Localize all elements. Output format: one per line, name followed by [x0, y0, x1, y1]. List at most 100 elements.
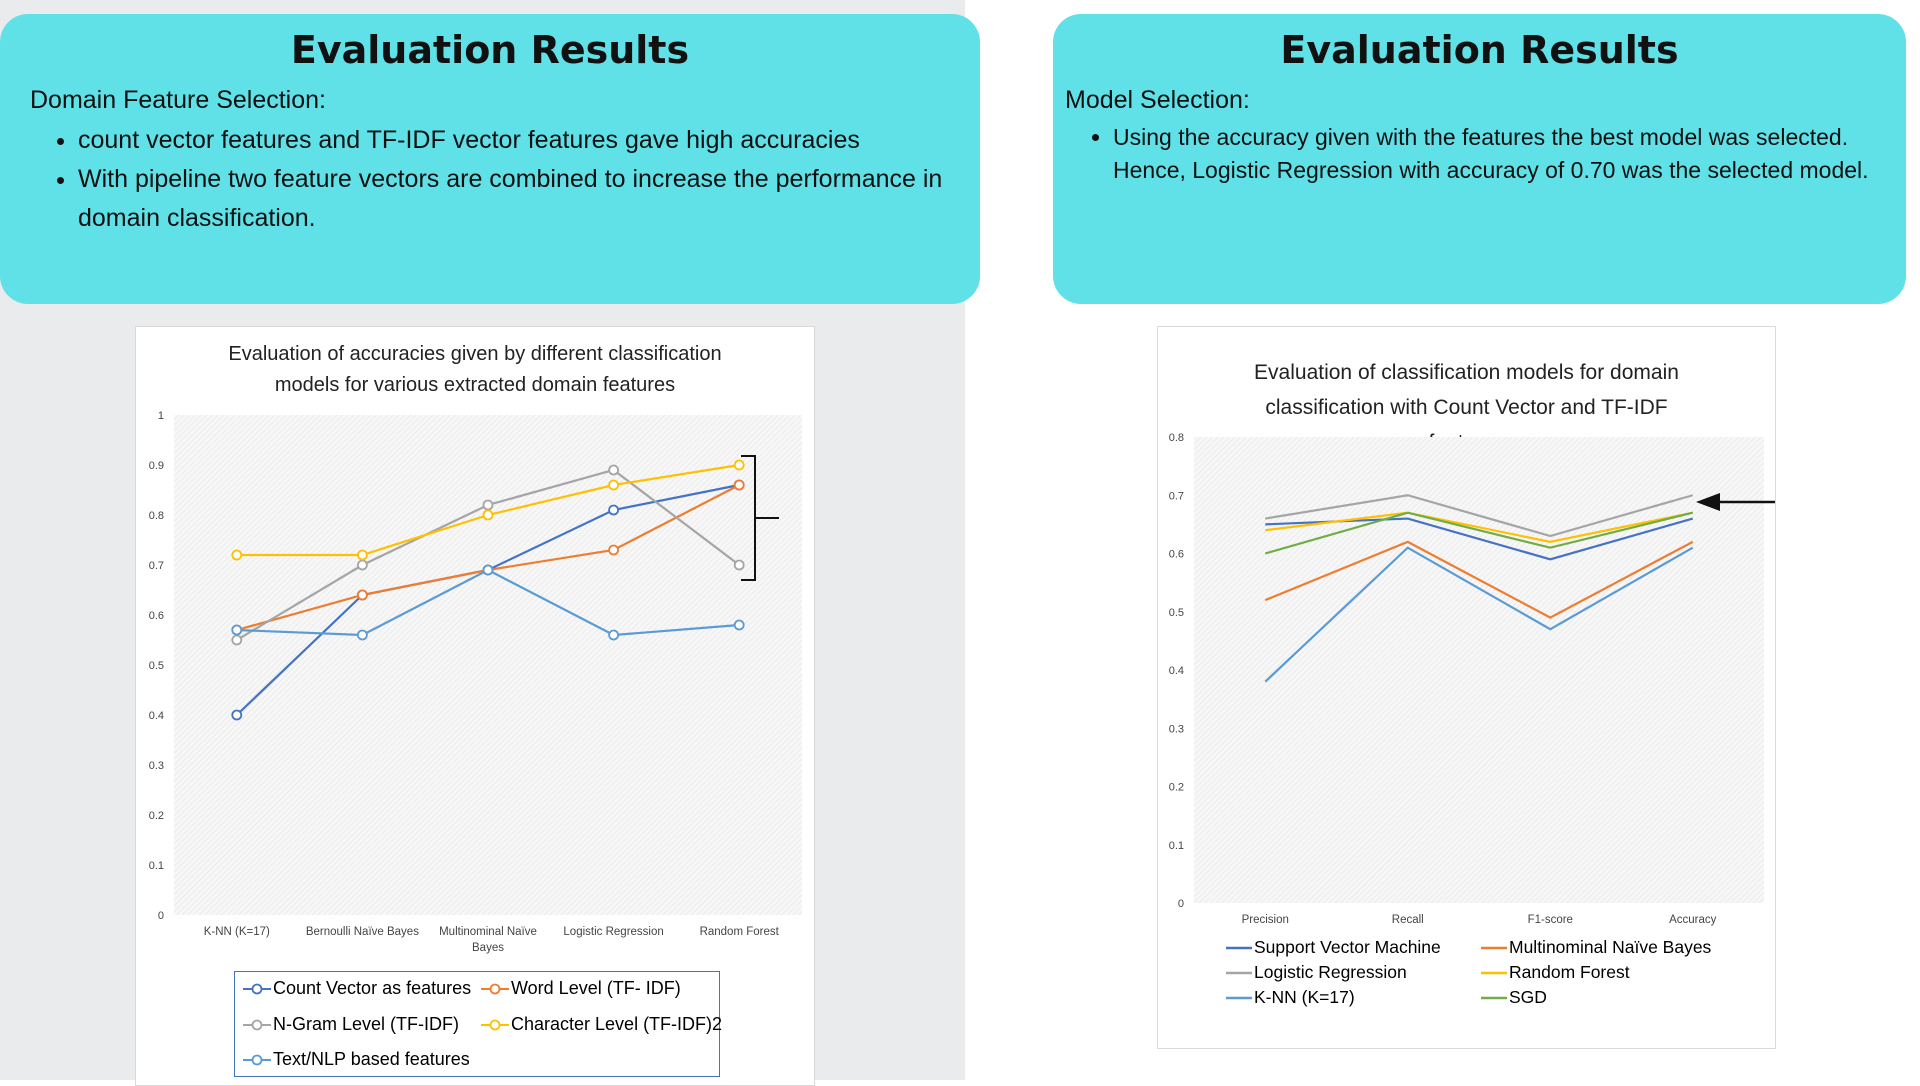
legend-marker — [243, 1019, 271, 1030]
left-card-subtitle: Domain Feature Selection: — [30, 86, 326, 114]
model-chart: Evaluation of classification models for … — [1157, 326, 1776, 1049]
accuracy-chart-point-count-vector-as-features — [608, 504, 620, 516]
right-card-title: Evaluation Results — [1280, 28, 1679, 72]
accuracy-chart-y-tick-label: 0.9 — [149, 460, 164, 472]
model-chart-x-tick-label: Precision — [1242, 914, 1289, 926]
accuracy-chart-y-tick-label: 0.8 — [149, 510, 164, 522]
accuracy-chart-point-n-gram-level-tf-idf — [608, 464, 620, 476]
legend-marker — [481, 1019, 509, 1030]
model-chart-legend: Support Vector Machine Multinominal Naïve… — [1226, 937, 1746, 1017]
legend-item-logistic-regression: Logistic Regression — [1226, 962, 1407, 983]
model-chart-y-tick-label: 0.2 — [1169, 782, 1184, 794]
arrow-head — [1696, 493, 1720, 511]
legend-marker — [1226, 971, 1252, 974]
right-evaluation-card: Evaluation Results Model Selection: Usin… — [1053, 14, 1906, 304]
accuracy-chart-y-tick-label: 0.1 — [149, 860, 164, 872]
model-chart-plot: 0 0.1 0.2 0.3 0.4 0.5 0.6 0.7 0.8 Precision Recall… — [1169, 432, 1775, 926]
accuracy-chart-point-text-nlp-based-features — [608, 629, 620, 641]
accuracy-chart-point-character-level-tf-idf-2 — [733, 459, 745, 471]
legend-label: Multinominal Naïve Bayes — [1509, 937, 1712, 957]
left-evaluation-card: Evaluation Results Domain Feature Select… — [0, 14, 980, 304]
right-card-bullets: Using the accuracy given with the featur… — [1065, 121, 1894, 187]
model-chart-series-line-logistic-regression — [1265, 494, 1694, 538]
accuracy-chart-plot-area — [174, 415, 802, 915]
legend-marker — [1481, 946, 1507, 949]
accuracy-chart-point-text-nlp-based-features — [482, 564, 494, 576]
accuracy-chart-y-tick-label: 0.5 — [149, 660, 164, 672]
model-chart-y-tick-label: 0.8 — [1169, 432, 1184, 444]
accuracy-chart-point-text-nlp-based-features — [231, 624, 243, 636]
model-chart-x-tick-label: Accuracy — [1669, 914, 1717, 926]
accuracy-chart-point-count-vector-as-features — [231, 709, 243, 721]
accuracy-chart-point-word-level-tf-idf — [733, 479, 745, 491]
accuracy-chart-title: Evaluation of accuracies given by differ… — [228, 343, 722, 396]
accuracy-chart-point-n-gram-level-tf-idf — [733, 559, 745, 571]
model-chart-series-line-k-nn-k-17 — [1264, 546, 1694, 683]
accuracy-chart-x-tick-label: K-NN (K=17) — [204, 926, 270, 938]
model-chart-series-line-random-forest — [1265, 511, 1693, 543]
accuracy-chart-point-character-level-tf-idf-2 — [356, 549, 368, 561]
accuracy-chart-x-tick-label: Bernoulli Naïve Bayes — [306, 926, 419, 938]
legend-label: Support Vector Machine — [1254, 937, 1441, 957]
accuracy-chart-y-tick-label: 0.7 — [149, 560, 164, 572]
left-card-bullets: count vector features and TF-IDF vector … — [30, 121, 950, 238]
model-chart-plot-area — [1194, 437, 1764, 903]
model-chart-x-tick-label: Recall — [1392, 914, 1424, 926]
accuracy-chart-point-n-gram-level-tf-idf — [231, 634, 243, 646]
right-bullet-1: Using the accuracy given with the featur… — [1113, 121, 1894, 187]
accuracy-chart-x-tick-label: Random Forest — [700, 926, 780, 938]
accuracy-chart-x-tick-label: Bayes — [472, 942, 504, 954]
model-chart-y-tick-label: 0.7 — [1169, 490, 1184, 502]
accuracy-chart-point-n-gram-level-tf-idf — [356, 559, 368, 571]
legend-item-support-vector-machine: Support Vector Machine — [1226, 937, 1441, 958]
accuracy-chart-y-tick-label: 0.4 — [149, 710, 164, 722]
legend-label: Random Forest — [1509, 962, 1630, 982]
accuracy-chart-point-character-level-tf-idf-2 — [608, 479, 620, 491]
accuracy-chart-point-text-nlp-based-features — [733, 619, 745, 631]
legend-label: Logistic Regression — [1254, 962, 1407, 982]
accuracy-chart-point-word-level-tf-idf — [608, 544, 620, 556]
model-chart-y-tick-label: 0.3 — [1169, 723, 1184, 735]
legend-marker — [1226, 946, 1252, 949]
model-chart-y-tick-label: 0.6 — [1169, 549, 1184, 561]
accuracy-chart-point-character-level-tf-idf-2 — [482, 509, 494, 521]
accuracy-chart-y-tick-label: 0.2 — [149, 810, 164, 822]
accuracy-chart: Evaluation of accuracies given by differ… — [135, 326, 815, 1086]
legend-label: K-NN (K=17) — [1254, 987, 1355, 1007]
model-chart-series-line-multinominal-na-ve-bayes — [1264, 540, 1694, 619]
legend-item-sgd: SGD — [1481, 987, 1547, 1008]
legend-label: SGD — [1509, 987, 1547, 1007]
legend-marker — [1481, 971, 1507, 974]
legend-marker — [243, 1054, 271, 1065]
legend-marker — [1481, 996, 1507, 999]
legend-marker — [243, 983, 271, 994]
accuracy-chart-x-tick-label: Multinominal Naïve — [439, 926, 537, 938]
legend-marker — [481, 983, 509, 994]
right-card-subtitle: Model Selection: — [1065, 86, 1250, 114]
model-chart-y-tick-label: 0 — [1178, 898, 1184, 910]
model-chart-y-tick-label: 0.1 — [1169, 840, 1184, 852]
legend-item-character-level-tf-idf-2: Character Level (TF-IDF)2 — [481, 1014, 722, 1035]
legend-marker — [1226, 996, 1252, 999]
accuracy-chart-point-character-level-tf-idf-2 — [231, 549, 243, 561]
accuracy-chart-point-text-nlp-based-features — [356, 629, 368, 641]
legend-item-n-gram-level-tf-idf: N-Gram Level (TF-IDF) — [243, 1014, 459, 1035]
accuracy-chart-x-tick-label: Logistic Regression — [563, 926, 663, 938]
legend-item-multinominal-na-ve-bayes: Multinominal Naïve Bayes — [1481, 937, 1711, 958]
legend-label: Word Level (TF- IDF) — [511, 978, 681, 998]
legend-label: N-Gram Level (TF-IDF) — [273, 1014, 459, 1034]
legend-item-word-level-tf-idf: Word Level (TF- IDF) — [481, 978, 681, 999]
legend-item-count-vector-as-features: Count Vector as features — [243, 978, 471, 999]
accuracy-chart-y-tick-label: 1 — [158, 410, 164, 422]
accuracy-chart-point-word-level-tf-idf — [356, 589, 368, 601]
model-chart-x-tick-label: F1-score — [1528, 914, 1573, 926]
accuracy-chart-y-tick-label: 0.6 — [149, 610, 164, 622]
model-chart-y-tick-label: 0.5 — [1169, 607, 1184, 619]
accuracy-chart-legend: Count Vector as features Word Level (TF- … — [234, 971, 722, 1077]
legend-item-k-nn-k-17: K-NN (K=17) — [1226, 987, 1355, 1008]
model-chart-series-line-sgd — [1264, 511, 1694, 555]
accuracy-chart-point-n-gram-level-tf-idf — [482, 499, 494, 511]
accuracy-chart-plot: 0 0.1 0.2 0.3 0.4 0.5 0.6 0.7 0.8 0.9 1 K-NN (K=17)… — [149, 410, 802, 954]
left-bullet-2: With pipeline two feature vectors are co… — [78, 160, 950, 238]
legend-label: Count Vector as features — [273, 978, 472, 998]
